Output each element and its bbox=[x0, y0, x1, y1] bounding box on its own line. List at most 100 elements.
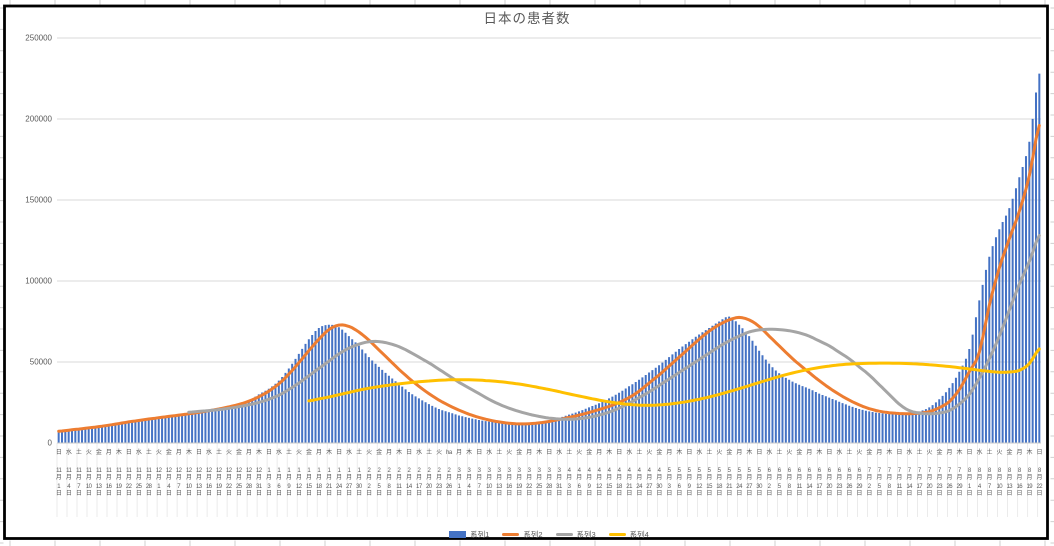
weekday-label: 日 bbox=[756, 450, 762, 456]
month-number: 3 bbox=[527, 468, 531, 474]
x-tick-label: 月 12 月 28 日 bbox=[243, 450, 255, 498]
weekday-label: 土 bbox=[776, 450, 782, 456]
day-number: 19 bbox=[1026, 484, 1033, 490]
weekday-label: 火 bbox=[436, 450, 442, 456]
day-suffix: 日 bbox=[676, 491, 682, 497]
day-number: 30 bbox=[756, 484, 762, 490]
month-suffix: 月 bbox=[576, 475, 582, 481]
month-suffix: 月 bbox=[75, 475, 82, 481]
month-number: 12 bbox=[175, 468, 182, 474]
month-number: 3 bbox=[557, 468, 561, 474]
legend-label: 系列1 bbox=[470, 529, 490, 539]
day-number: 8 bbox=[887, 484, 891, 490]
weekday-label: 木 bbox=[676, 450, 682, 456]
day-suffix: 日 bbox=[906, 491, 912, 497]
month-number: 5 bbox=[667, 468, 671, 474]
x-tick-label: 日 6 月 20 日 bbox=[823, 450, 835, 498]
day-suffix: 日 bbox=[586, 491, 592, 497]
day-number: 31 bbox=[255, 484, 262, 490]
day-number: 19 bbox=[516, 484, 522, 490]
day-suffix: 日 bbox=[186, 491, 192, 497]
month-suffix: 月 bbox=[95, 475, 102, 481]
weekday-label: 土 bbox=[566, 450, 572, 456]
month-number: 11 bbox=[56, 468, 62, 474]
month-suffix: 月 bbox=[306, 475, 312, 481]
month-number: 12 bbox=[225, 468, 232, 474]
line-series-3[interactable] bbox=[187, 234, 1041, 421]
day-suffix: 日 bbox=[956, 491, 963, 497]
day-number: 13 bbox=[95, 484, 102, 490]
month-number: 4 bbox=[577, 468, 581, 474]
day-number: 4 bbox=[467, 484, 471, 490]
weekday-label: 木 bbox=[956, 450, 963, 456]
line-series-4[interactable] bbox=[307, 347, 1041, 407]
month-suffix: 月 bbox=[796, 475, 802, 481]
day-suffix: 日 bbox=[876, 491, 882, 497]
day-suffix: 日 bbox=[486, 491, 492, 497]
month-number: 7 bbox=[927, 468, 931, 474]
weekday-label: 水 bbox=[836, 450, 842, 456]
weekday-label: 火 bbox=[996, 450, 1003, 456]
weekday-label: 日 bbox=[476, 450, 482, 456]
day-number: 2 bbox=[367, 484, 371, 490]
day-suffix: 日 bbox=[936, 491, 943, 497]
month-suffix: 月 bbox=[256, 475, 262, 481]
legend-item-4[interactable]: 系列4 bbox=[608, 529, 649, 540]
month-number: 3 bbox=[537, 468, 541, 474]
day-suffix: 日 bbox=[1036, 491, 1043, 497]
day-number: 3 bbox=[667, 484, 671, 490]
month-number: 6 bbox=[797, 468, 801, 474]
month-number: 5 bbox=[697, 468, 701, 474]
month-number: 3 bbox=[477, 468, 481, 474]
month-number: 12 bbox=[185, 468, 192, 474]
legend-item-3[interactable]: 系列3 bbox=[555, 529, 596, 540]
x-tick-label: 木 11 月 19 日 bbox=[113, 450, 125, 498]
month-number: 1 bbox=[357, 468, 361, 474]
weekday-label: 水 bbox=[346, 450, 352, 456]
day-number: 15 bbox=[305, 484, 312, 490]
day-suffix: 日 bbox=[576, 491, 582, 497]
month-number: 1 bbox=[327, 468, 331, 474]
weekday-label: 日 bbox=[196, 450, 202, 456]
month-number: 3 bbox=[547, 468, 551, 474]
weekday-label: 火 bbox=[576, 450, 582, 456]
x-tick-label: 火 1 月 12 日 bbox=[293, 450, 305, 498]
day-suffix: 日 bbox=[296, 491, 302, 497]
x-tick-label: 木 7 月 29 日 bbox=[953, 450, 965, 498]
bar-series-1[interactable] bbox=[57, 73, 1041, 443]
month-number: 2 bbox=[397, 468, 401, 474]
month-number: 3 bbox=[467, 468, 471, 474]
day-number: 7 bbox=[987, 484, 991, 490]
day-suffix: 日 bbox=[226, 491, 232, 497]
day-number: 9 bbox=[287, 484, 291, 490]
weekday-label: 火 bbox=[226, 450, 232, 456]
weekday-label: 水 bbox=[906, 450, 912, 456]
month-suffix: 月 bbox=[736, 475, 742, 481]
line-series-2[interactable] bbox=[57, 124, 1041, 433]
month-number: 1 bbox=[297, 468, 301, 474]
weekday-label: 水 bbox=[65, 450, 72, 456]
legend-item-2[interactable]: 系列2 bbox=[502, 529, 543, 540]
weekday-label: 月 bbox=[526, 450, 532, 456]
legend-item-1[interactable]: 系列1 bbox=[449, 529, 489, 540]
month-number: 2 bbox=[447, 468, 451, 474]
day-suffix: 日 bbox=[786, 491, 792, 497]
weekday-label: 土 bbox=[986, 450, 993, 456]
day-suffix: 日 bbox=[276, 491, 282, 497]
legend[interactable]: 系列1 系列2 系列3 系列4 bbox=[57, 527, 1041, 541]
day-suffix: 日 bbox=[105, 491, 112, 497]
day-number: 5 bbox=[777, 484, 781, 490]
weekday-label: 月 bbox=[456, 450, 462, 456]
x-tick-label: 木 1 月 21 日 bbox=[323, 450, 335, 498]
chart-border[interactable] bbox=[3, 4, 1049, 540]
month-number: 11 bbox=[136, 468, 142, 474]
month-suffix: 月 bbox=[346, 475, 352, 481]
month-suffix: 月 bbox=[296, 475, 302, 481]
month-number: 6 bbox=[807, 468, 811, 474]
